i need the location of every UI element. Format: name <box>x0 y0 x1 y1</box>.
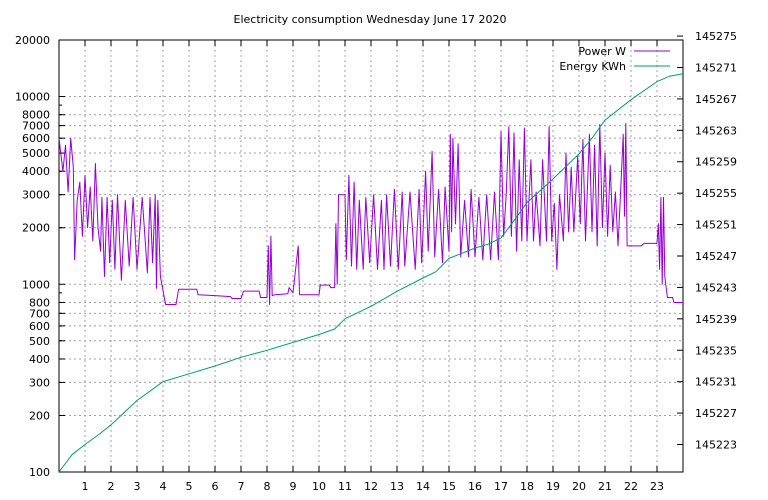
x-tick-label: 6 <box>212 480 219 493</box>
y-right-tick-label: 145275 <box>695 30 737 43</box>
x-tick-label: 20 <box>572 480 586 493</box>
grid <box>59 40 683 472</box>
x-tick-label: 11 <box>338 480 352 493</box>
y-left-tick-label: 700 <box>29 307 50 320</box>
y-left-tick-label: 400 <box>29 353 50 366</box>
y-right-tick-label: 145231 <box>695 376 737 389</box>
y-left-tick-label: 10000 <box>15 91 50 104</box>
legend-label: Energy KWh <box>559 60 626 73</box>
chart-title: Electricity consumption Wednesday June 1… <box>234 13 507 26</box>
y-left-tick-label: 200 <box>29 409 50 422</box>
x-tick-label: 7 <box>238 480 245 493</box>
x-tick-label: 23 <box>650 480 664 493</box>
x-tick-label: 16 <box>468 480 482 493</box>
y-right-tick-label: 145267 <box>695 93 737 106</box>
y-right-tick-label: 145255 <box>695 187 737 200</box>
y-left-tick-label: 3000 <box>22 189 50 202</box>
y-left-tick-label: 8000 <box>22 109 50 122</box>
x-tick-label: 10 <box>312 480 326 493</box>
x-tick-label: 18 <box>520 480 534 493</box>
y-left-tick-label: 2000 <box>22 222 50 235</box>
x-tick-label: 21 <box>598 480 612 493</box>
y-left-tick-label: 20000 <box>15 34 50 47</box>
y-right-tick-label: 145259 <box>695 156 737 169</box>
y-right-tick-label: 145247 <box>695 250 737 263</box>
x-tick-label: 19 <box>546 480 560 493</box>
x-tick-label: 1 <box>82 480 89 493</box>
x-tick-label: 15 <box>442 480 456 493</box>
x-tick-label: 3 <box>134 480 141 493</box>
y-right-tick-label: 145239 <box>695 313 737 326</box>
y-left-tick-label: 600 <box>29 320 50 333</box>
x-tick-label: 13 <box>390 480 404 493</box>
plot-frame <box>58 39 684 473</box>
y-left-tick-label: 300 <box>29 376 50 389</box>
y-left-tick-label: 4000 <box>22 165 50 178</box>
x-tick-label: 9 <box>290 480 297 493</box>
y-right-tick-label: 145243 <box>695 281 737 294</box>
series-line-power-w <box>58 122 683 305</box>
y-left-tick-label: 6000 <box>22 132 50 145</box>
legend: Power W Energy KWh <box>559 45 670 73</box>
series-line-energy-kwh <box>58 73 684 473</box>
y-left-tick-label: 5000 <box>22 147 50 160</box>
x-tick-label: 8 <box>264 480 271 493</box>
y-right-tick-label: 145251 <box>695 219 737 232</box>
y-right-tick-label: 145223 <box>695 439 737 452</box>
y-left-tick-label: 500 <box>29 335 50 348</box>
axes: 1 2 3 4 5 6 7 8 9 10 11 12 13 14 15 16 17 18 19 20 21 22 23100… <box>15 30 737 493</box>
y-left-tick-label: 100 <box>29 466 50 479</box>
y-right-tick-label: 145235 <box>695 344 737 357</box>
y-left-tick-label: 1000 <box>22 278 50 291</box>
y-right-tick-label: 145263 <box>695 124 737 137</box>
x-tick-label: 2 <box>108 480 115 493</box>
series-layer <box>58 73 684 473</box>
x-tick-label: 4 <box>160 480 167 493</box>
y-right-tick-label: 145271 <box>695 61 737 74</box>
x-tick-label: 22 <box>624 480 638 493</box>
y-left-tick-label: 800 <box>29 296 50 309</box>
legend-label: Power W <box>578 45 626 58</box>
y-left-tick-label: 7000 <box>22 120 50 133</box>
x-tick-label: 12 <box>364 480 378 493</box>
x-tick-label: 14 <box>416 480 430 493</box>
x-tick-label: 5 <box>186 480 193 493</box>
x-tick-label: 17 <box>494 480 508 493</box>
y-right-tick-label: 145227 <box>695 407 737 420</box>
